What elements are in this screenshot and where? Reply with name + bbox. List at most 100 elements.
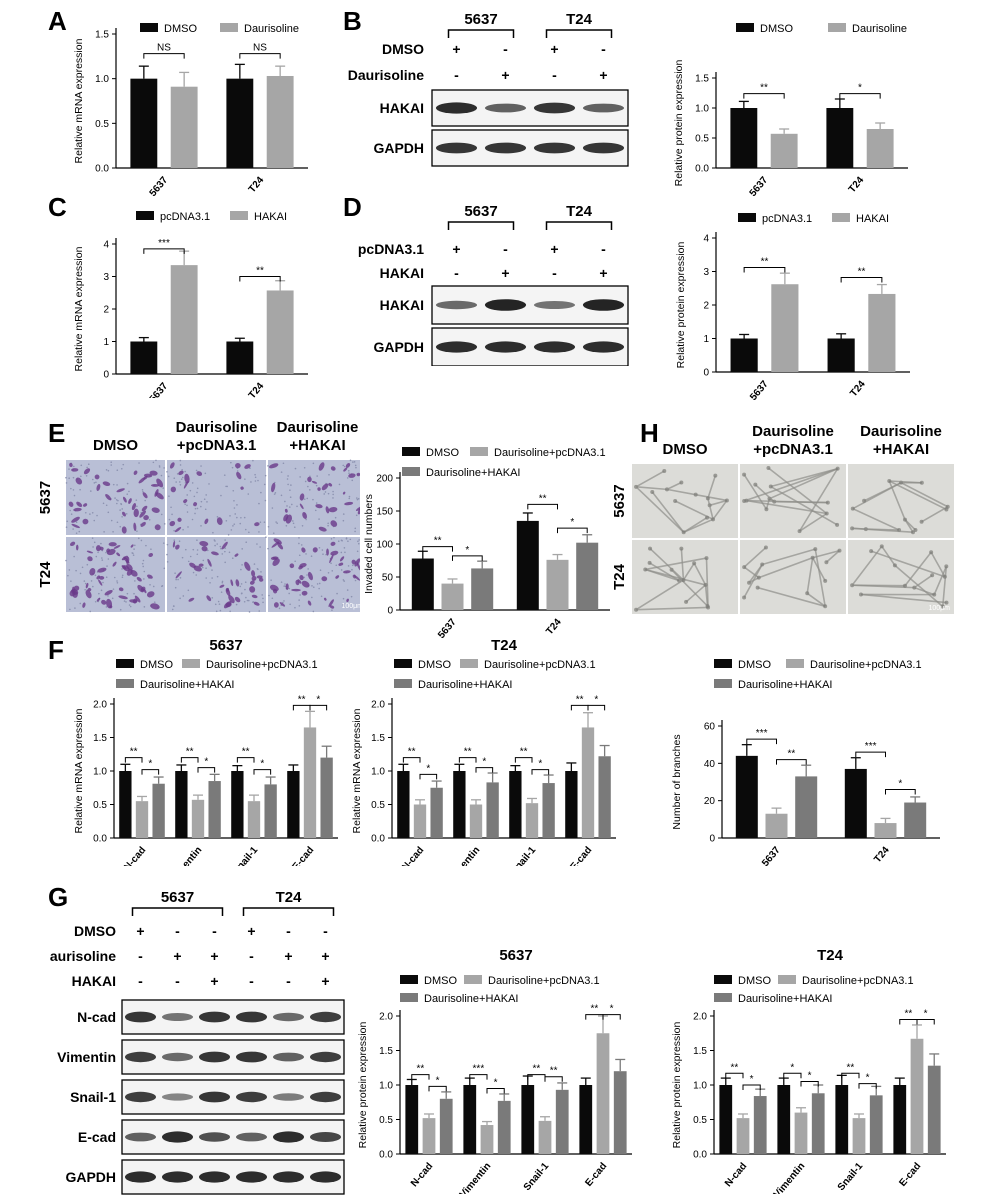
tube-node — [679, 546, 684, 551]
legend-label: Daurisoline+HAKAI — [418, 679, 512, 691]
y-tick-label: 1.5 — [695, 74, 709, 85]
membrane-pore — [184, 470, 186, 473]
membrane-pore — [144, 499, 146, 502]
membrane-pore — [216, 575, 219, 578]
tube-branch — [888, 480, 947, 511]
legend-swatch — [394, 679, 412, 688]
membrane-pore — [221, 581, 224, 584]
legend-swatch — [464, 975, 482, 984]
significance-label: * — [898, 778, 902, 789]
invaded-cell — [299, 503, 304, 510]
blot-band — [484, 299, 527, 311]
significance-label: *** — [865, 741, 877, 752]
membrane-pore — [283, 585, 286, 587]
bar — [844, 768, 867, 838]
membrane-pore — [142, 490, 144, 493]
y-tick-label: 2.0 — [371, 700, 385, 711]
image-column-label: +HAKAI — [873, 441, 929, 458]
membrane-pore — [311, 596, 313, 599]
membrane-pore — [224, 561, 226, 564]
membrane-pore — [220, 547, 222, 550]
significance-bracket — [239, 53, 281, 59]
invaded-cell — [184, 473, 190, 484]
invaded-cell — [273, 538, 282, 545]
blot-group-bracket — [131, 907, 224, 916]
membrane-pore — [298, 605, 301, 607]
tube-branch — [770, 467, 838, 488]
invaded-cell — [330, 550, 339, 556]
tube-branch — [930, 551, 946, 578]
blot-protein-label: GAPDH — [65, 1169, 116, 1185]
tube-formation-images-h: DMSODaurisoline+pcDNA3.1Daurisoline+HAKA… — [612, 423, 954, 614]
invaded-cell — [69, 541, 76, 547]
legend-label: Daurisoline+pcDNA3.1 — [810, 659, 922, 671]
membrane-pore — [276, 522, 279, 525]
membrane-pore — [100, 589, 103, 592]
legend-label: Daurisoline+HAKAI — [140, 679, 234, 691]
y-axis-label: Relative protein expression — [673, 60, 685, 187]
invaded-cell — [357, 506, 360, 515]
membrane-pore — [134, 580, 136, 582]
invaded-cell — [121, 555, 129, 561]
blot-group-label: T24 — [566, 203, 593, 220]
bar — [226, 341, 254, 374]
western-blot-g: 5637 T24 DMSO + - - + - - Daurisoline - + + - + + HAKAI -… — [50, 889, 345, 1195]
membrane-pore — [135, 499, 138, 501]
invaded-cell — [71, 523, 80, 529]
blot-treatment-mark: - — [552, 265, 557, 281]
membrane-pore — [252, 601, 254, 603]
blot-group-bracket — [242, 907, 335, 916]
membrane-pore — [223, 474, 226, 476]
invaded-cell — [277, 542, 284, 550]
tube-branch — [635, 486, 685, 533]
membrane-pore — [85, 475, 88, 477]
membrane-pore — [307, 568, 309, 570]
blot-treatment-mark: - — [138, 948, 143, 964]
membrane-pore — [285, 525, 288, 527]
invaded-cell — [346, 598, 349, 603]
y-tick-label: 0 — [703, 368, 709, 379]
legend-swatch — [828, 23, 846, 32]
x-tick-label: 5637 — [748, 175, 771, 199]
invaded-cell — [235, 463, 241, 469]
membrane-pore — [284, 583, 286, 585]
membrane-pore — [275, 521, 277, 523]
blot-group-bracket — [545, 29, 613, 38]
membrane-pore — [330, 538, 333, 540]
invaded-cell — [183, 499, 188, 504]
bar — [730, 338, 758, 372]
legend-swatch — [778, 975, 796, 984]
y-tick-label: 0.5 — [93, 800, 107, 811]
membrane-pore — [331, 609, 333, 611]
membrane-pore — [191, 518, 194, 521]
blot-group-label: T24 — [566, 11, 593, 28]
legend-swatch — [714, 993, 732, 1002]
legend-label: DMSO — [140, 659, 173, 671]
y-tick-label: 150 — [376, 507, 393, 518]
membrane-pore — [92, 585, 94, 588]
legend-label: pcDNA3.1 — [762, 213, 812, 225]
tube-branch — [863, 481, 902, 502]
x-tick-label: N-cad — [400, 845, 426, 866]
significance-bracket — [916, 1018, 935, 1025]
invaded-cell — [121, 526, 127, 534]
significance-bracket — [452, 555, 483, 561]
membrane-pore — [196, 553, 199, 556]
significance-label: ** — [846, 1062, 854, 1073]
tube-branch — [900, 481, 949, 508]
significance-bracket — [236, 757, 255, 763]
legend-swatch — [714, 975, 732, 984]
tube-node — [764, 507, 769, 512]
blot-band — [435, 142, 478, 154]
x-tick-label: T24 — [848, 379, 868, 400]
membrane-pore — [311, 585, 313, 587]
significance-bracket — [486, 1087, 505, 1094]
membrane-pore — [204, 508, 207, 511]
membrane-pore — [346, 589, 349, 591]
bar — [927, 1065, 941, 1154]
blot-treatment-mark: - — [454, 265, 459, 281]
membrane-pore — [114, 497, 116, 499]
tube-node — [742, 472, 747, 477]
significance-label: * — [924, 1008, 928, 1019]
membrane-pore — [243, 516, 246, 519]
